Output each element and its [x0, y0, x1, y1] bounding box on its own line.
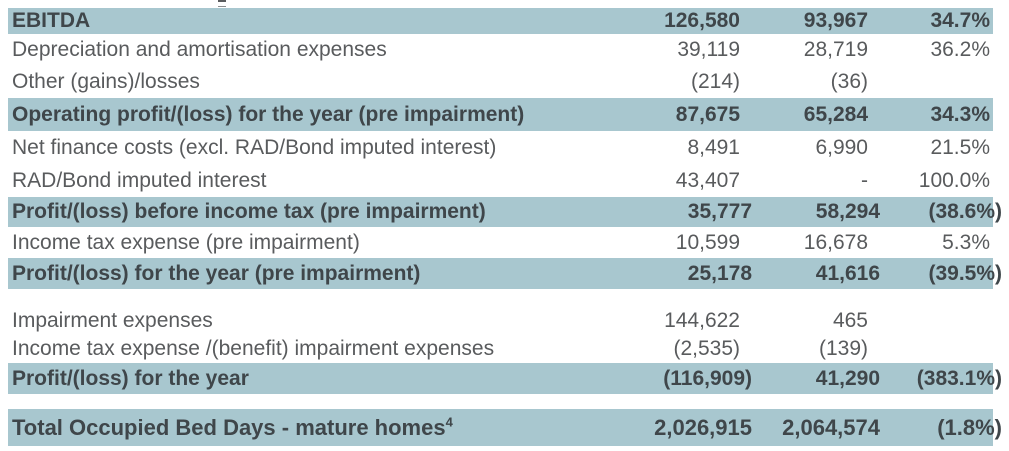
row-label: Profit/(loss) before income tax (pre imp… — [12, 200, 486, 223]
value-current-year: 25,178 — [687, 261, 752, 285]
cropped-text-fragment — [218, 0, 226, 7]
row-label: Income tax expense (pre impairment) — [12, 230, 360, 254]
row-label: Income tax expense /(benefit) impairment… — [12, 337, 495, 360]
row-label: Profit/(loss) for the year — [12, 366, 249, 390]
table-row: Net finance costs (excl. RAD/Bond impute… — [8, 131, 993, 165]
value-prior-year: 28,719 — [803, 37, 868, 61]
value-current-year: 8,491 — [687, 136, 740, 159]
value-change-pct: 5.3% — [942, 230, 990, 254]
row-label: EBITDA — [12, 9, 91, 32]
row-label: Depreciation and amortisation expenses — [12, 37, 387, 61]
value-prior-year: 16,678 — [803, 230, 868, 254]
value-current-year: (116,909) — [663, 366, 752, 390]
value-change-pct: (39.5%) — [928, 261, 1002, 285]
value-prior-year: 6,990 — [815, 136, 868, 159]
footnote-superscript: 4 — [445, 414, 453, 430]
value-change-pct: (1.8%) — [937, 414, 1002, 440]
value-current-year: 87,675 — [675, 102, 740, 126]
table-row: Profit/(loss) for the year (pre impairme… — [8, 258, 1002, 289]
row-label: Net finance costs (excl. RAD/Bond impute… — [12, 136, 497, 159]
value-current-year: 10,599 — [675, 230, 740, 254]
value-prior-year: 58,294 — [815, 200, 880, 223]
section-gap — [8, 394, 993, 409]
row-label: Profit/(loss) for the year (pre impairme… — [12, 261, 421, 285]
value-change-pct: 34.7% — [930, 9, 990, 32]
value-prior-year: 2,064,574 — [782, 414, 880, 440]
value-prior-year: 41,290 — [815, 366, 880, 390]
value-current-year: 2,026,915 — [654, 414, 752, 440]
table-row: RAD/Bond imputed interest 43,407 - 100.0… — [8, 165, 993, 197]
row-label: RAD/Bond imputed interest — [12, 169, 267, 192]
value-current-year: (214) — [690, 69, 740, 93]
value-change-pct: 34.3% — [930, 102, 990, 126]
table-row: Profit/(loss) for the year (116,909) 41,… — [8, 363, 1002, 394]
table-row: Other (gains)/losses (214) (36) — [8, 65, 993, 98]
table-row: Operating profit/(loss) for the year (pr… — [8, 98, 993, 131]
value-prior-year: (36) — [830, 69, 868, 93]
value-prior-year: (139) — [818, 337, 868, 360]
row-label: Operating profit/(loss) for the year (pr… — [12, 102, 525, 126]
value-change-pct: 100.0% — [918, 169, 990, 192]
section-gap — [8, 289, 993, 306]
value-change-pct: 36.2% — [930, 37, 990, 61]
value-current-year: 35,777 — [687, 200, 752, 223]
value-current-year: 144,622 — [664, 308, 740, 332]
value-prior-year: 41,616 — [815, 261, 880, 285]
value-prior-year: 93,967 — [803, 9, 868, 32]
value-prior-year: 465 — [832, 308, 868, 332]
table-row-total: Total Occupied Bed Days - mature homes4 … — [8, 409, 1002, 446]
value-change-pct: (383.1%) — [916, 366, 1002, 390]
table-row: Depreciation and amortisation expenses 3… — [8, 34, 993, 65]
total-label-text: Total Occupied Bed Days - mature homes — [12, 414, 446, 440]
table-row: Impairment expenses 144,622 465 — [8, 306, 993, 335]
value-change-pct: (38.6%) — [928, 200, 1002, 223]
table-row: Income tax expense /(benefit) impairment… — [8, 335, 993, 363]
row-label: Total Occupied Bed Days - mature homes4 — [8, 415, 572, 441]
table-row: Profit/(loss) before income tax (pre imp… — [8, 197, 1002, 227]
value-current-year: 39,119 — [677, 37, 740, 61]
value-current-year: 126,580 — [664, 9, 740, 32]
table-row: EBITDA 126,580 93,967 34.7% — [8, 8, 993, 34]
value-prior-year: - — [861, 169, 868, 192]
income-statement-table: EBITDA 126,580 93,967 34.7% Depreciation… — [8, 8, 1002, 446]
value-prior-year: 65,284 — [803, 102, 868, 126]
value-change-pct: 21.5% — [930, 136, 990, 159]
row-label: Impairment expenses — [12, 308, 213, 332]
value-current-year: (2,535) — [673, 337, 740, 360]
row-label: Other (gains)/losses — [12, 69, 200, 93]
value-current-year: 43,407 — [675, 169, 740, 192]
table-row: Income tax expense (pre impairment) 10,5… — [8, 227, 993, 258]
